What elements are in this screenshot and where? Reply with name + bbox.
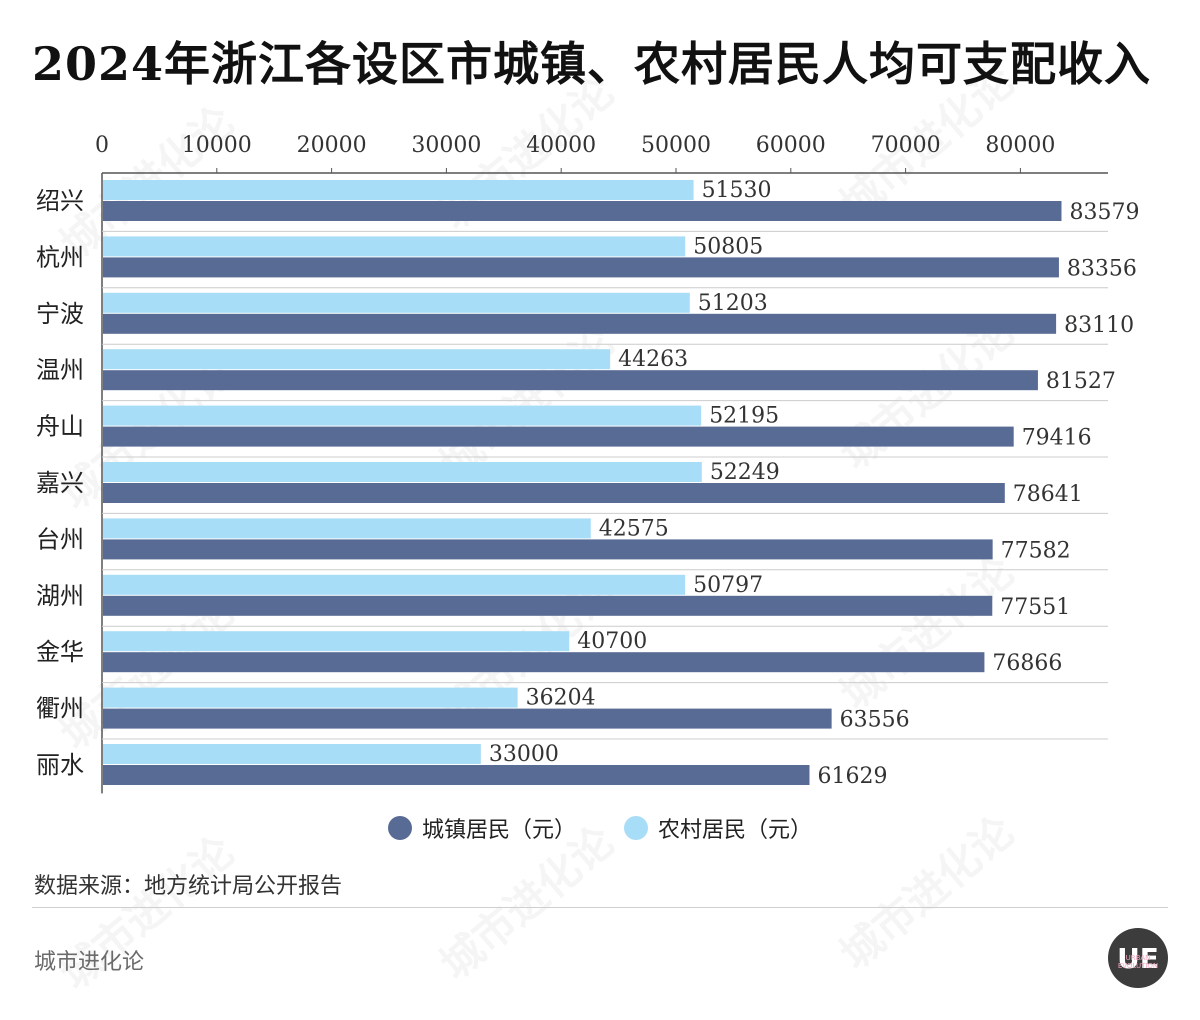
category-label: 舟山 <box>36 413 84 441</box>
data-label-rural: 51530 <box>702 178 772 203</box>
bar-rural <box>103 744 481 764</box>
data-label-urban: 61629 <box>818 764 888 789</box>
bar-rural <box>103 462 702 482</box>
x-tick-label: 10000 <box>182 133 252 158</box>
bar-urban <box>103 765 810 785</box>
data-label-urban: 81527 <box>1046 369 1116 394</box>
data-label-urban: 78641 <box>1013 482 1083 507</box>
x-tick-label: 50000 <box>641 133 711 158</box>
bar-urban <box>103 313 1057 334</box>
category-label: 嘉兴 <box>36 469 84 497</box>
bar-urban <box>103 370 1038 391</box>
bar-chart: 0 10000 20000 30000 40000 50000 60000 70000 8000… <box>36 133 1139 794</box>
legend-swatch-urban <box>387 816 412 840</box>
legend-swatch-rural <box>624 816 648 840</box>
bar-rural <box>103 292 690 313</box>
bar-urban <box>103 426 1014 447</box>
data-label-rural: 50797 <box>693 573 763 598</box>
category-label: 温州 <box>36 356 84 384</box>
data-label-rural: 40700 <box>577 629 647 654</box>
x-tick-label: 80000 <box>985 133 1055 158</box>
source-note: 数据来源：地方统计局公开报告 <box>34 874 343 899</box>
bar-rural <box>103 180 694 200</box>
category-label: 湖州 <box>36 582 84 610</box>
legend-item-urban: 城镇居民（元） <box>387 812 576 844</box>
category-label: 杭州 <box>36 243 84 271</box>
category-label: 宁波 <box>36 300 84 328</box>
bar-rural <box>103 631 570 652</box>
category-label: 台州 <box>36 525 84 553</box>
divider <box>32 907 1168 908</box>
brand-logo-subtext: URBAN EVOLUTION <box>1117 954 1159 970</box>
bar-rural <box>103 349 611 370</box>
legend-label-rural: 农村居民（元） <box>658 818 813 843</box>
bar-urban <box>103 539 993 560</box>
brand-logo-text: UE <box>1117 941 1159 975</box>
bar-rural <box>103 574 686 595</box>
legend-label-urban: 城镇居民（元） <box>421 818 576 843</box>
x-tick-label: 30000 <box>411 133 481 158</box>
bar-rural <box>103 236 686 257</box>
chart-title: 2024年浙江各设区市城镇、农村居民人均可支配收入 <box>32 37 1152 91</box>
bar-rural <box>103 518 591 539</box>
category-label: 绍兴 <box>36 187 84 215</box>
bar-urban <box>103 708 832 729</box>
data-label-urban: 83356 <box>1067 256 1137 281</box>
data-label-urban: 63556 <box>840 708 910 733</box>
category-label: 衢州 <box>36 695 84 723</box>
x-tick-label: 70000 <box>871 133 941 158</box>
data-label-rural: 50805 <box>693 234 763 259</box>
x-tick-label: 20000 <box>297 133 367 158</box>
brand-name: 城市进化论 <box>34 950 145 975</box>
bar-urban <box>103 257 1059 278</box>
data-label-urban: 77551 <box>1000 595 1070 620</box>
bar-urban <box>103 652 985 673</box>
data-label-rural: 51203 <box>698 291 768 316</box>
data-label-urban: 79416 <box>1022 426 1092 451</box>
bar-urban <box>103 201 1062 221</box>
data-label-rural: 44263 <box>618 347 688 372</box>
bar-urban <box>103 483 1005 503</box>
data-label-rural: 52249 <box>710 460 780 485</box>
x-tick-label: 0 <box>95 133 109 158</box>
data-label-urban: 83579 <box>1069 200 1139 225</box>
bar-rural <box>103 687 518 708</box>
category-label: 丽水 <box>36 751 84 779</box>
data-label-urban: 76866 <box>992 651 1062 676</box>
x-tick-label: 40000 <box>526 133 596 158</box>
data-label-rural: 36204 <box>526 686 596 711</box>
data-label-rural: 33000 <box>489 742 559 767</box>
legend-item-rural: 农村居民（元） <box>624 812 812 844</box>
x-tick-label: 60000 <box>756 133 826 158</box>
brand-logo: UE <box>1108 928 1168 988</box>
category-label: 金华 <box>36 638 84 666</box>
data-label-rural: 42575 <box>599 516 669 541</box>
legend: 城镇居民（元） 农村居民（元） <box>0 812 1200 844</box>
data-label-urban: 83110 <box>1064 313 1134 338</box>
data-label-urban: 77582 <box>1001 538 1071 563</box>
data-label-rural: 52195 <box>709 404 779 429</box>
bar-urban <box>103 595 993 616</box>
bar-rural <box>103 405 702 426</box>
